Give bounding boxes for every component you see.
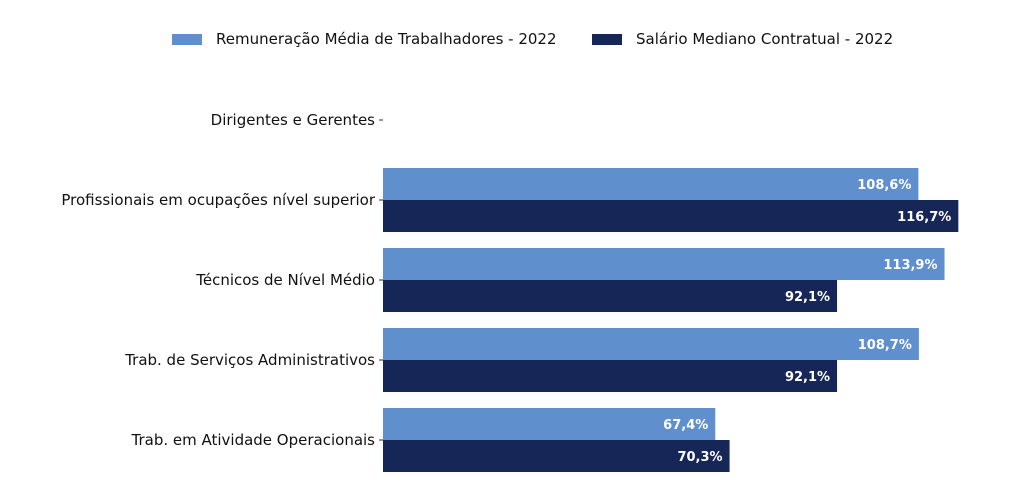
y-tick-label-2: Técnicos de Nível Médio (195, 271, 375, 289)
bar-series-2-1 (383, 200, 959, 232)
data-label-series-1-2: 113,9% (883, 258, 937, 273)
legend-item-series-1: Remuneração Média de Trabalhadores - 202… (172, 30, 557, 48)
legend-label-series-2: Salário Mediano Contratual - 2022 (636, 30, 894, 48)
data-label-series-2-4: 70,3% (677, 450, 722, 465)
chart-legend: Remuneração Média de Trabalhadores - 202… (0, 30, 1024, 52)
data-label-series-2-3: 92,1% (785, 370, 830, 385)
data-label-series-2-1: 116,7% (897, 210, 951, 225)
y-tick-label-0: Dirigentes e Gerentes (211, 111, 376, 129)
bar-series-2-3 (383, 360, 838, 392)
data-label-series-1-1: 108,6% (857, 178, 911, 193)
bar-series-2-4 (383, 440, 730, 472)
bar-series-2-2 (383, 280, 838, 312)
legend-item-series-2: Salário Mediano Contratual - 2022 (592, 30, 893, 48)
legend-label-series-1: Remuneração Média de Trabalhadores - 202… (216, 30, 557, 48)
y-tick-label-4: Trab. em Atividade Operacionais (131, 431, 376, 449)
bar-series-1-4 (383, 408, 716, 440)
data-label-series-2-2: 92,1% (785, 290, 830, 305)
bar-series-1-3 (383, 328, 919, 360)
data-label-series-1-3: 108,7% (858, 338, 912, 353)
y-tick-label-3: Trab. de Serviços Administrativos (124, 351, 375, 369)
bar-series-1-2 (383, 248, 945, 280)
data-label-series-1-4: 67,4% (663, 418, 708, 433)
legend-swatch-series-1 (172, 33, 202, 45)
legend-swatch-series-2 (592, 33, 622, 45)
y-tick-label-1: Profissionais em ocupações nível superio… (61, 191, 375, 209)
bar-series-1-1 (383, 168, 919, 200)
